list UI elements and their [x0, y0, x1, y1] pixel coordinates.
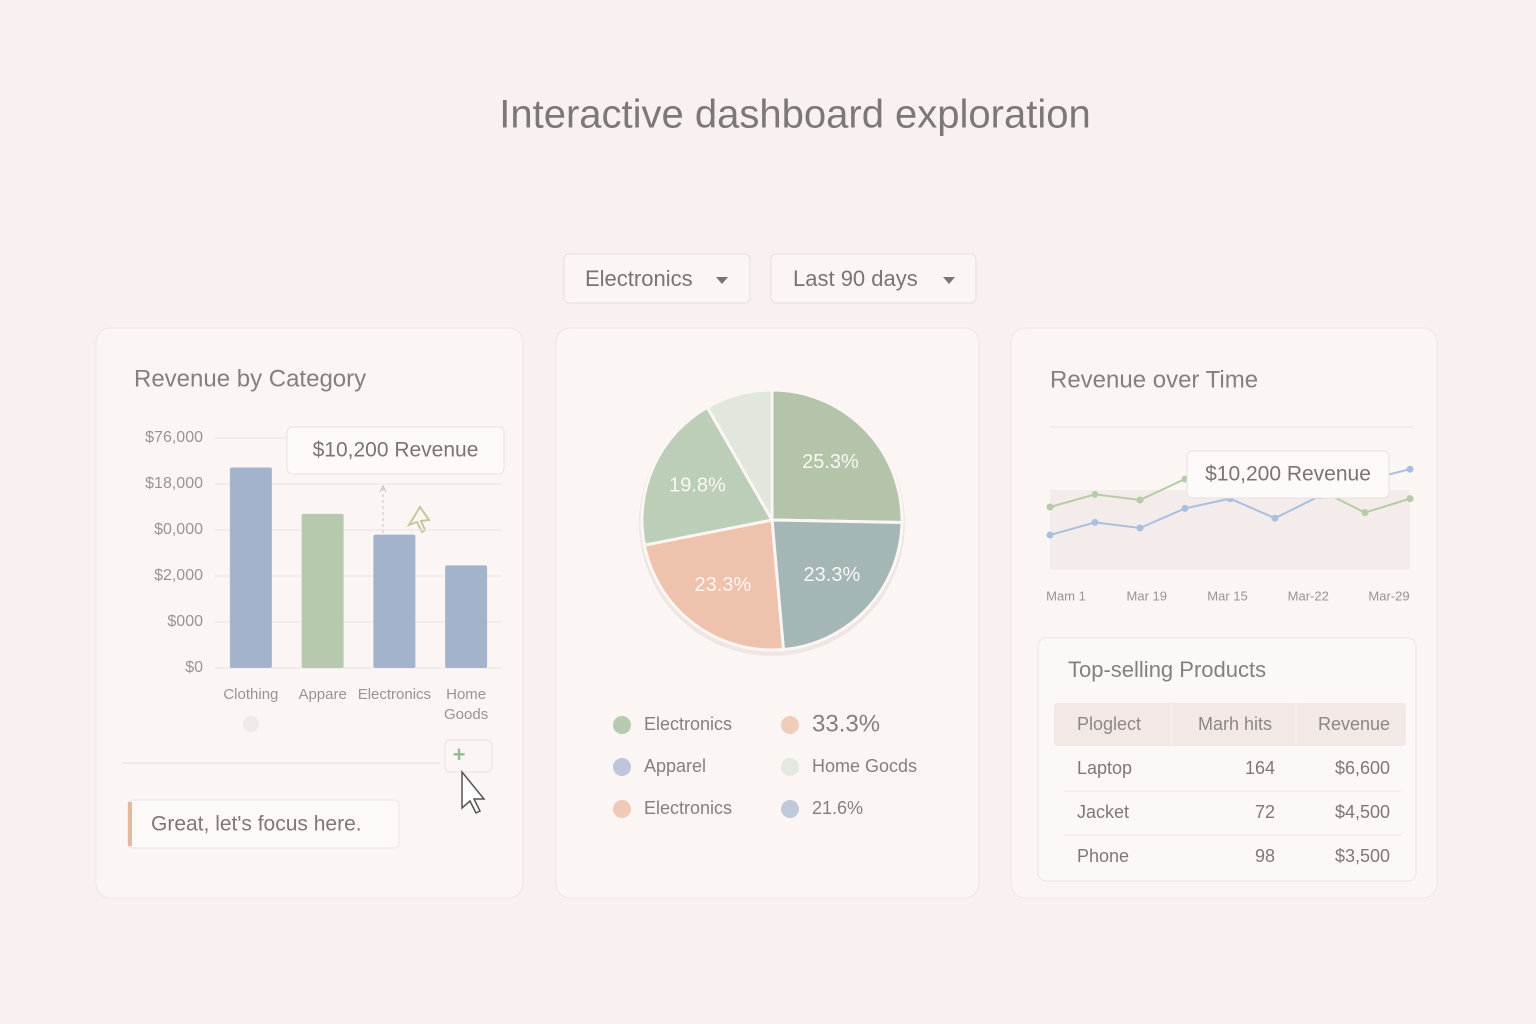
- tooltip-text: $10,200 Revenue: [313, 439, 479, 462]
- page-title: Interactive dashboard exploration: [499, 93, 1090, 137]
- table-cell: Laptop: [1077, 758, 1132, 778]
- point: [1406, 495, 1414, 503]
- y-tick-label: $76,000: [145, 429, 203, 446]
- point: [1406, 465, 1414, 473]
- legend-label: 33.3%: [812, 710, 880, 737]
- pie-slice: [770, 518, 904, 652]
- legend-label: Electronics: [644, 798, 732, 818]
- point: [1271, 514, 1279, 522]
- table-header: [1054, 703, 1406, 746]
- point: [1136, 496, 1144, 504]
- legend-swatch: [781, 800, 799, 818]
- note-text: Great, let's focus here.: [151, 813, 362, 836]
- bar: [445, 565, 488, 668]
- card-title: Revenue by Category: [134, 365, 366, 392]
- point: [1361, 509, 1369, 517]
- table-title: Top-selling Products: [1068, 657, 1266, 682]
- table-cell: $4,500: [1335, 802, 1390, 822]
- filter-dropdown[interactable]: Last 90 days: [770, 253, 977, 304]
- filter-dropdown[interactable]: Electronics: [563, 253, 751, 304]
- point: [1091, 490, 1099, 498]
- dropdown-arrow: [716, 277, 728, 284]
- y-tick-label: $000: [167, 613, 203, 630]
- dropdown-label[interactable]: Last 90 days: [793, 266, 918, 291]
- cursor: [461, 769, 486, 815]
- pie-slice: [640, 405, 775, 547]
- table-header-cell: Ploglect: [1077, 714, 1141, 734]
- table-cell: 72: [1255, 802, 1275, 822]
- tooltip-box: [286, 426, 505, 475]
- legend-label: 21.6%: [812, 798, 863, 818]
- dropdown-box[interactable]: [770, 253, 977, 304]
- x-tick-label: Mam 1: [1046, 588, 1086, 603]
- legend-label: Electronics: [644, 714, 732, 734]
- point: [1046, 531, 1054, 539]
- pie-slice: [642, 518, 786, 652]
- legend-swatch: [613, 716, 631, 734]
- point: [1181, 504, 1189, 512]
- legend-swatch: [781, 758, 799, 776]
- point: [1136, 524, 1144, 532]
- dropdown-arrow: [943, 277, 955, 284]
- legend-swatch: [781, 716, 799, 734]
- dot: [243, 716, 259, 732]
- x-tick-label: Electronics: [358, 686, 431, 703]
- table-header-cell: Revenue: [1318, 714, 1390, 734]
- point: [1046, 503, 1054, 511]
- x-tick-label: Mar-22: [1288, 588, 1329, 603]
- table-cell: 98: [1255, 846, 1275, 866]
- legend-swatch: [613, 800, 631, 818]
- legend-label: Apparel: [644, 756, 706, 776]
- y-tick-label: $2,000: [154, 567, 203, 584]
- tooltip-box: [1186, 450, 1390, 499]
- table-cell: $3,500: [1335, 846, 1390, 866]
- bar: [373, 534, 416, 668]
- point: [1091, 518, 1099, 526]
- dropdown-box[interactable]: [563, 253, 751, 304]
- table-cell: Phone: [1077, 846, 1129, 866]
- plot-band: [1050, 490, 1410, 570]
- x-tick-label: Appare: [298, 686, 346, 703]
- cursor-icon: [406, 505, 431, 534]
- table-header-cell: Marh hits: [1198, 714, 1272, 734]
- bar: [229, 467, 272, 668]
- x-tick-label: Home Goods: [444, 686, 488, 723]
- table-cell: $6,600: [1335, 758, 1390, 778]
- legend-swatch: [613, 758, 631, 776]
- table-card: [1037, 637, 1417, 882]
- x-tick-label: Mar 19: [1127, 588, 1167, 603]
- table-cell: Jacket: [1077, 802, 1129, 822]
- card-title: Revenue over Time: [1050, 366, 1258, 393]
- legend-label: Home Gocds: [812, 756, 917, 776]
- plus-icon: +: [453, 742, 466, 767]
- pie-slice: [705, 388, 774, 526]
- add-button[interactable]: [444, 739, 493, 773]
- y-tick-label: $18,000: [145, 475, 203, 492]
- slice-label: 25.3%: [802, 451, 859, 473]
- slice-label: 23.3%: [694, 574, 751, 596]
- x-tick-label: Clothing: [223, 686, 278, 703]
- y-tick-label: $0: [185, 659, 203, 676]
- slice-label: 19.8%: [669, 474, 726, 496]
- x-tick-label: Mar 15: [1207, 588, 1247, 603]
- x-tick-label: Mar-29: [1368, 588, 1409, 603]
- dropdown-label[interactable]: Electronics: [585, 266, 693, 291]
- table-cell: 164: [1245, 758, 1275, 778]
- note-accent: [128, 802, 132, 846]
- bar: [301, 513, 344, 668]
- tooltip-text: $10,200 Revenue: [1205, 463, 1371, 486]
- pie-slice: [770, 388, 904, 524]
- guide-arrow: [379, 484, 387, 493]
- slice-label: 23.3%: [804, 564, 861, 586]
- y-tick-label: $0,000: [154, 521, 203, 538]
